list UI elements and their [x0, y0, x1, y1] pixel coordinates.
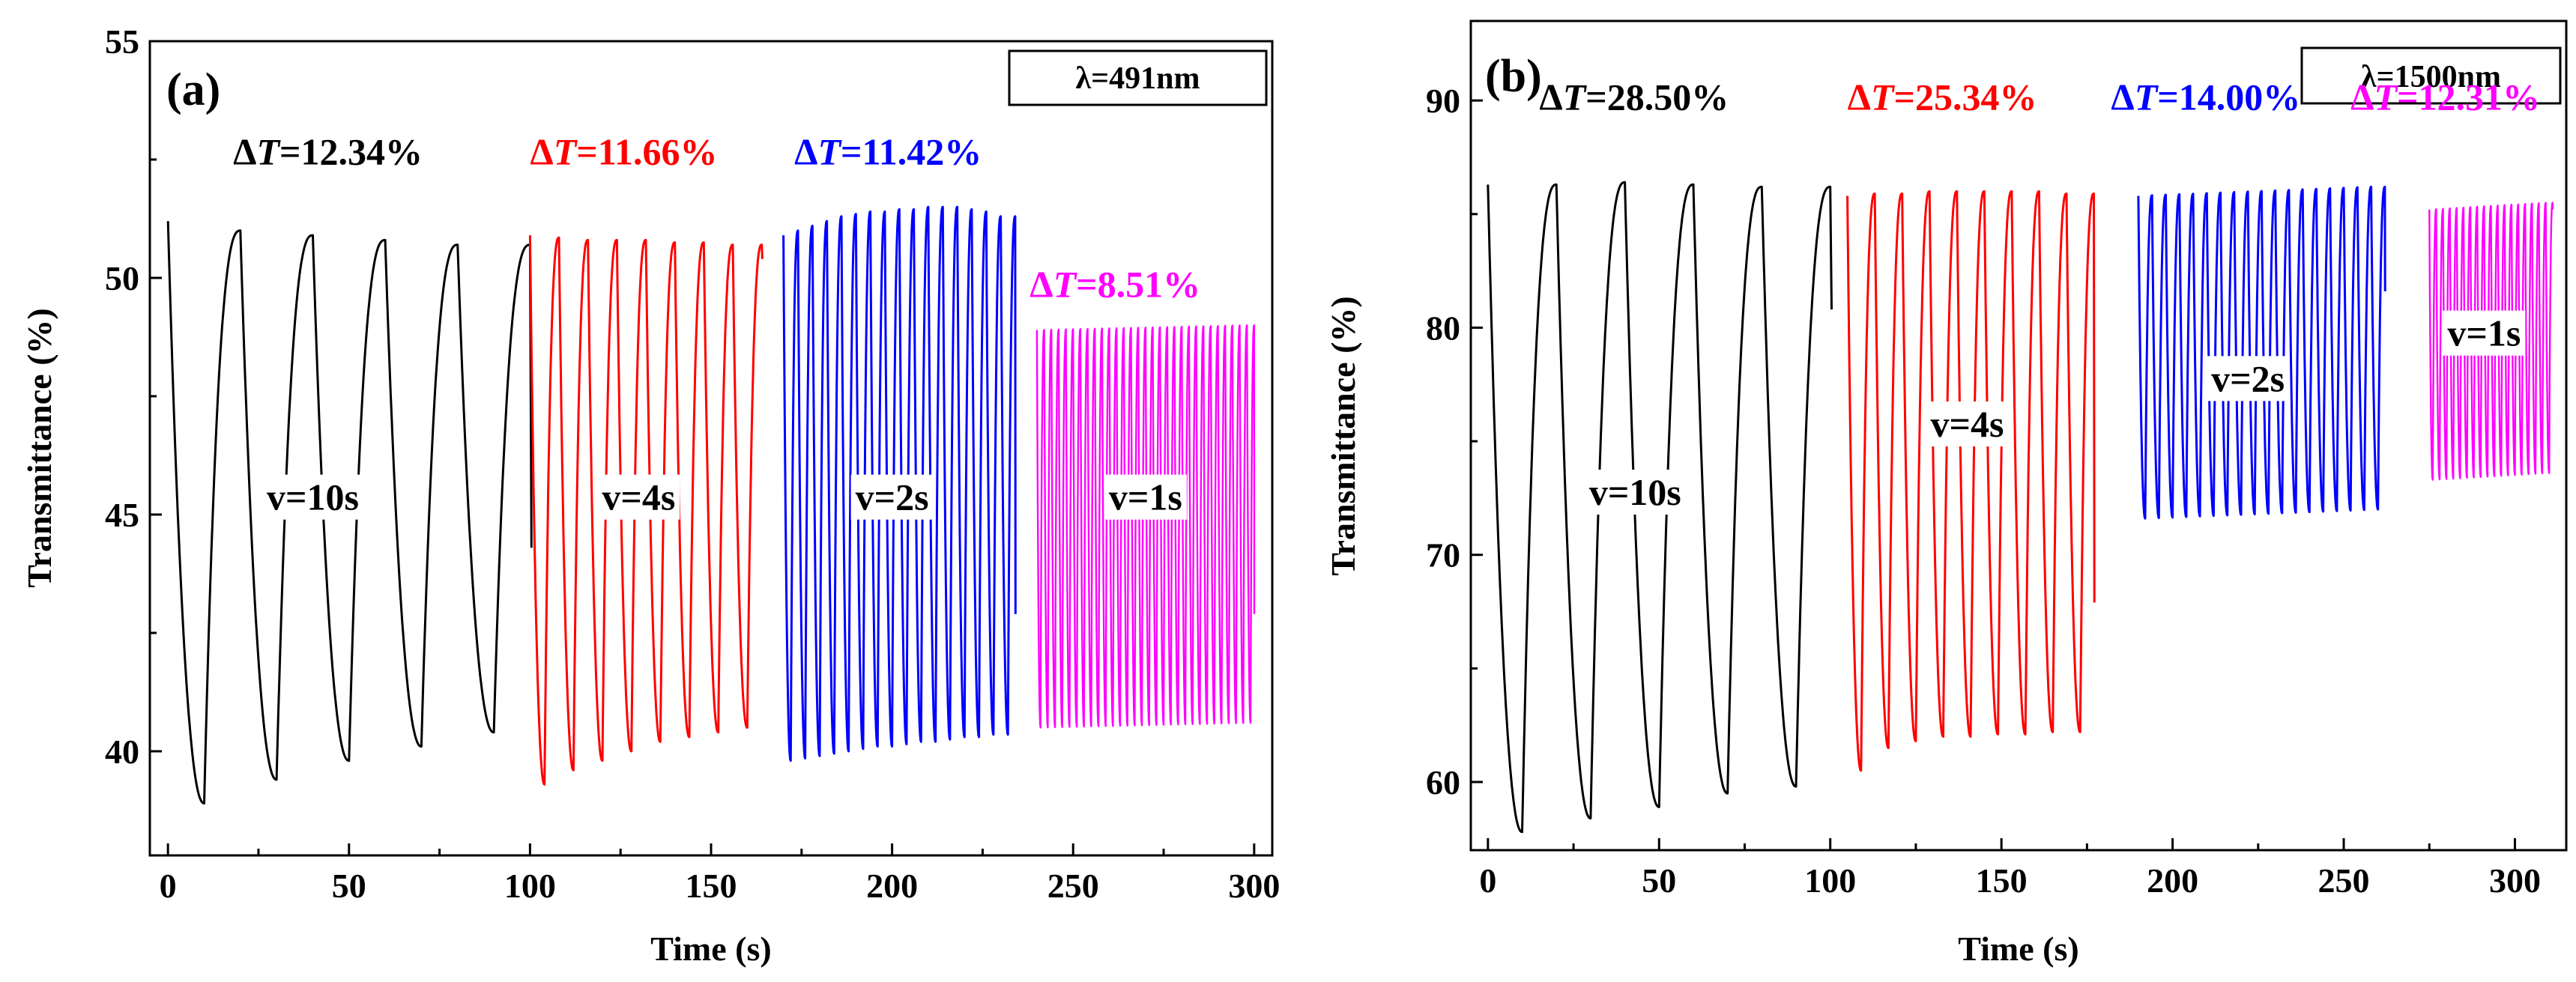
delta-symbol: Δ [530, 130, 553, 172]
delta-t-annotation: ΔT=25.34% [1848, 76, 2037, 118]
panel-a-y-axis-title: Transmittance (%) [20, 308, 58, 587]
series-line-v1s [2428, 201, 2554, 481]
speed-label-background [1926, 401, 2009, 447]
delta-t-annotation: ΔT=12.34% [233, 130, 423, 172]
speed-label: v=4s [1930, 403, 2004, 445]
delta-t-symbol: T [818, 130, 843, 172]
delta-t-symbol: T [2374, 76, 2399, 118]
panel-b-wavelength-box [2300, 46, 2562, 105]
x-tick-label: 100 [504, 867, 556, 905]
delta-t-annotation: ΔT=14.00% [2111, 76, 2300, 118]
panel-b-axes-frame [1469, 19, 2568, 852]
delta-t-value: =12.31% [2397, 76, 2540, 118]
delta-t-symbol: T [1563, 76, 1588, 118]
speed-label-background [1104, 474, 1187, 520]
delta-t-symbol: T [554, 130, 578, 172]
speed-label: v=10s [267, 476, 359, 518]
speed-label-background [2443, 310, 2526, 356]
delta-symbol: Δ [1848, 76, 1871, 118]
delta-t-annotation: ΔT=11.42% [794, 130, 982, 172]
delta-t-value: =11.66% [576, 130, 717, 172]
delta-t-symbol: T [2135, 76, 2159, 118]
panel-b-label: (b) [1485, 51, 1542, 102]
speed-label: v=1s [1109, 476, 1182, 518]
speed-label: v=2s [856, 476, 929, 518]
x-tick-label: 150 [1976, 861, 2028, 900]
y-tick-label: 40 [105, 733, 139, 771]
speed-label-background [597, 474, 680, 520]
panel-b-wavelength-label: λ=1500nm [2361, 60, 2501, 94]
x-tick-label: 0 [160, 867, 177, 905]
series-line-v10s [1487, 181, 1833, 834]
x-tick-label: 150 [686, 867, 737, 905]
panel-a-x-axis-title: Time (s) [650, 930, 771, 968]
speed-label-background [850, 474, 934, 520]
series-line-v1s [1035, 324, 1256, 729]
series-line-v2s [782, 205, 1017, 763]
delta-symbol: Δ [2111, 76, 2134, 118]
panel-a-annotations: ΔT=12.34%v=10sΔT=11.66%v=4sΔT=11.42%v=2s… [233, 130, 1200, 520]
panel-a-wavelength-box [1008, 49, 1268, 106]
panel-a-wavelength-label: λ=491nm [1076, 61, 1200, 96]
speed-label-background [261, 474, 363, 520]
delta-t-value: =8.51% [1076, 263, 1200, 305]
series-line-v2s [2137, 185, 2386, 520]
y-tick-label: 90 [1426, 82, 1460, 120]
x-tick-label: 50 [1642, 861, 1676, 900]
series-line-v10s [166, 221, 533, 804]
x-tick-label: 200 [866, 867, 918, 905]
series-line-v4s [528, 235, 764, 786]
delta-t-symbol: T [1053, 263, 1078, 305]
speed-label: v=2s [2211, 357, 2285, 399]
panel-a: 0 50 100 150 200 250 300 40 45 50 55 (a) λ=491nm T… [20, 22, 1280, 968]
x-tick-label: 300 [1228, 867, 1280, 905]
panel-b-series-layer [1487, 181, 2554, 834]
panel-b-ticks: 0 50 100 150 200 250 300 60 70 80 90 [1426, 82, 2541, 900]
delta-symbol: Δ [1539, 76, 1562, 118]
delta-t-annotation: ΔT=28.50% [1539, 76, 1729, 118]
delta-t-annotation: ΔT=8.51% [1030, 263, 1200, 305]
x-tick-label: 200 [2147, 861, 2198, 900]
y-tick-label: 45 [105, 496, 139, 534]
delta-symbol: Δ [794, 130, 817, 172]
delta-t-symbol: T [1871, 76, 1896, 118]
speed-label: v=10s [1589, 471, 1681, 513]
x-tick-label: 0 [1479, 861, 1496, 900]
speed-label: v=1s [2447, 312, 2521, 354]
y-tick-label: 70 [1426, 536, 1460, 575]
y-tick-label: 55 [105, 22, 139, 61]
x-tick-label: 100 [1804, 861, 1856, 900]
delta-t-value: =12.34% [279, 130, 423, 172]
series-line-v4s [1846, 190, 2096, 772]
speed-label-background [1584, 470, 1686, 515]
x-tick-label: 50 [332, 867, 366, 905]
delta-t-value: =25.34% [1893, 76, 2037, 118]
delta-t-symbol: T [257, 130, 282, 172]
delta-symbol: Δ [1030, 263, 1053, 305]
panel-b-x-axis-title: Time (s) [1958, 930, 2078, 968]
y-tick-label: 50 [105, 259, 139, 297]
delta-t-value: =28.50% [1585, 76, 1729, 118]
speed-label: v=4s [602, 476, 675, 518]
panel-a-ticks: 0 50 100 150 200 250 300 40 45 50 55 [105, 22, 1280, 905]
y-tick-label: 60 [1426, 763, 1460, 801]
delta-symbol: Δ [233, 130, 256, 172]
panel-a-label: (a) [166, 64, 220, 115]
x-tick-label: 300 [2489, 861, 2541, 900]
x-tick-label: 250 [1047, 867, 1099, 905]
delta-t-value: =14.00% [2157, 76, 2300, 118]
delta-symbol: Δ [2350, 76, 2374, 118]
x-tick-label: 250 [2318, 861, 2370, 900]
delta-t-annotation: ΔT=11.66% [530, 130, 717, 172]
panel-b-annotations: ΔT=28.50%v=10sΔT=25.34%v=4sΔT=14.00%v=2s… [1539, 76, 2540, 515]
y-tick-label: 80 [1426, 309, 1460, 347]
panel-a-series-layer [166, 205, 1256, 804]
speed-label-background [2207, 356, 2290, 401]
delta-t-value: =11.42% [841, 130, 982, 172]
delta-t-annotation: ΔT=12.31% [2350, 76, 2540, 118]
panel-b-y-axis-title: Transmittance (%) [1324, 296, 1362, 575]
